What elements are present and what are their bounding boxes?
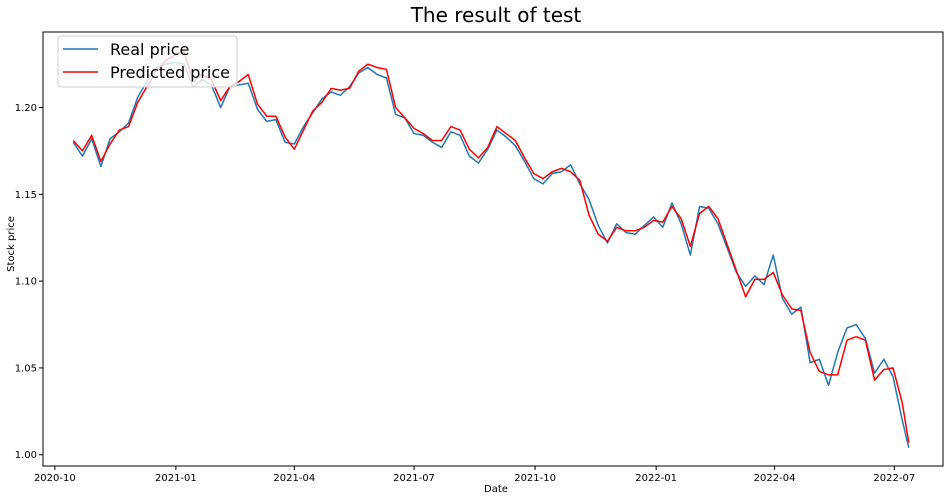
chart-title: The result of test (410, 3, 582, 27)
y-tick-label: 1.05 (15, 363, 37, 374)
x-tick-label: 2021-10 (514, 473, 556, 484)
y-tick-label: 1.10 (15, 277, 37, 288)
y-tick-label: 1.00 (15, 450, 37, 461)
x-tick-label: 2022-07 (873, 473, 915, 484)
x-tick-label: 2020-10 (34, 473, 76, 484)
series-line-1 (72, 49, 910, 443)
y-tick-label: 1.20 (15, 103, 37, 114)
legend-label: Real price (110, 40, 189, 59)
plot-area (72, 49, 910, 448)
legend-box (57, 35, 238, 88)
series-line-0 (72, 61, 910, 448)
y-tick-label: 1.15 (15, 190, 37, 201)
x-tick-label: 2021-07 (393, 473, 435, 484)
plot-frame (42, 31, 944, 467)
x-axis: 2020-10 2021-01 2021-04 2021-07 2021-10 2022-… (34, 466, 915, 484)
y-axis-label: Stock price (6, 216, 17, 272)
x-tick-label: 2021-04 (273, 473, 315, 484)
y-axis: 1.00 1.05 1.10 1.15 1.20 (15, 103, 43, 461)
x-axis-label: Date (484, 484, 508, 495)
legend-label: Predicted price (110, 63, 230, 82)
x-tick-label: 2022-04 (754, 473, 796, 484)
legend: Real price Predicted price (57, 35, 238, 88)
x-tick-label: 2021-01 (155, 473, 197, 484)
x-tick-label: 2022-01 (635, 473, 677, 484)
